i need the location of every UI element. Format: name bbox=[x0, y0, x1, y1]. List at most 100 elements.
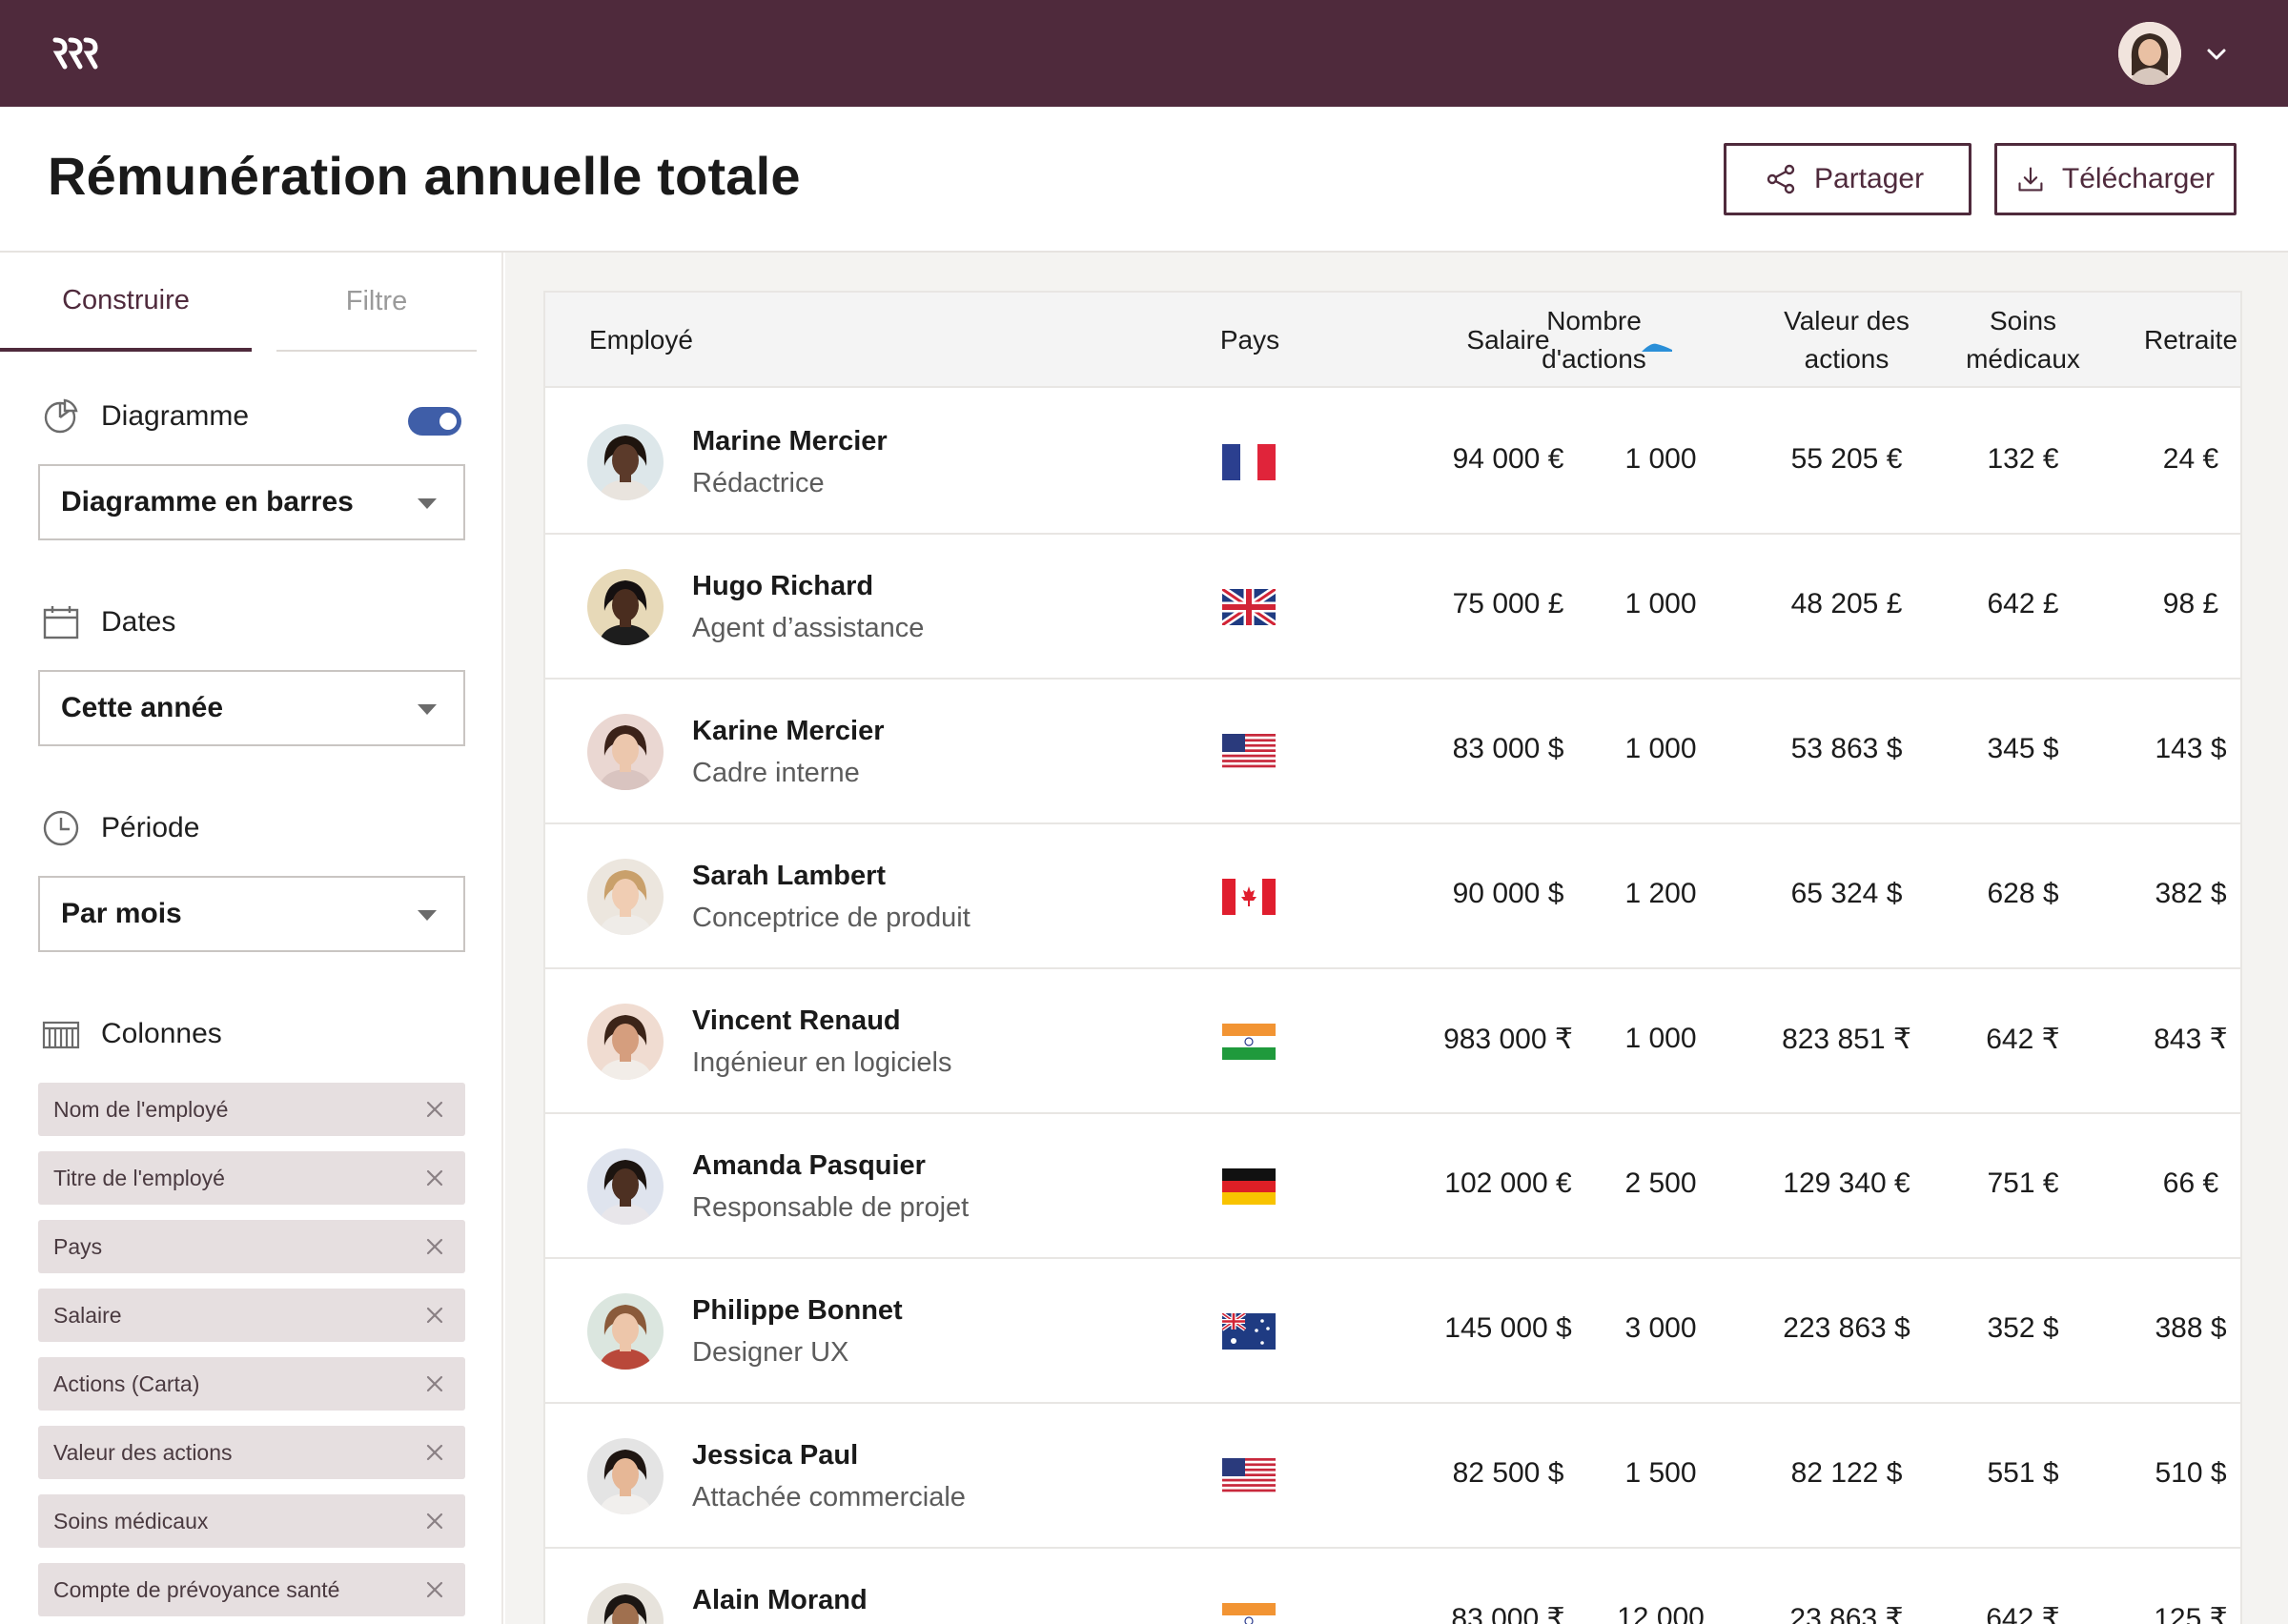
chart-toggle[interactable] bbox=[408, 407, 461, 436]
close-icon[interactable] bbox=[423, 1372, 446, 1395]
caret-down-icon bbox=[418, 704, 437, 715]
employee-name[interactable]: Amanda Pasquier bbox=[692, 1150, 926, 1181]
chevron-down-icon[interactable] bbox=[2204, 42, 2229, 67]
download-button[interactable]: Télécharger bbox=[1994, 143, 2237, 215]
dates-section-label: Dates bbox=[101, 606, 176, 638]
column-header-shares[interactable]: Nombre d'actions bbox=[1499, 293, 1689, 388]
table-header: Employé Pays Salaire Nombre d'actions Va… bbox=[545, 293, 2240, 388]
share-icon bbox=[1767, 164, 1795, 194]
column-header-stock-value[interactable]: Valeur des actions bbox=[1737, 293, 1956, 388]
column-header-medical-line1: Soins bbox=[1989, 306, 2057, 335]
chart-type-select[interactable]: Diagramme en barres bbox=[38, 464, 465, 540]
column-header-medical[interactable]: Soins médicaux bbox=[1928, 293, 2118, 388]
employee-title: Designer UX bbox=[692, 1337, 849, 1368]
stock-value-cell: 129 340 € bbox=[1783, 1167, 1910, 1199]
employee-name[interactable]: Philippe Bonnet bbox=[692, 1295, 903, 1326]
close-icon[interactable] bbox=[423, 1510, 446, 1533]
employee-name[interactable]: Karine Mercier bbox=[692, 716, 885, 746]
table-row[interactable]: Jessica Paul Attachée commerciale 82 500 $… bbox=[545, 1404, 2240, 1549]
close-icon[interactable] bbox=[423, 1235, 446, 1258]
medical-cell: 352 $ bbox=[1987, 1312, 2059, 1344]
pie-chart-icon bbox=[44, 398, 78, 434]
column-chip-label: Valeur des actions bbox=[53, 1439, 233, 1465]
close-icon[interactable] bbox=[423, 1167, 446, 1189]
table-row[interactable]: Marine Mercier Rédactrice 94 000 € 1 000 55 … bbox=[545, 390, 2240, 535]
calendar-icon bbox=[43, 606, 79, 639]
stock-value-cell: 23 863 ₹ bbox=[1789, 1603, 1904, 1624]
column-chip-label: Actions (Carta) bbox=[53, 1370, 200, 1396]
shares-cell: 1 500 bbox=[1624, 1457, 1697, 1489]
download-icon bbox=[2018, 167, 2043, 192]
retirement-cell: 843 ₹ bbox=[2154, 1024, 2228, 1055]
shares-cell: 1 000 bbox=[1624, 588, 1697, 619]
column-chip[interactable]: Actions (Carta) bbox=[38, 1357, 465, 1411]
retirement-cell: 98 £ bbox=[2162, 588, 2219, 619]
employee-name[interactable]: Alain Morand bbox=[692, 1585, 868, 1615]
uk-flag-icon bbox=[1222, 589, 1276, 625]
close-icon[interactable] bbox=[423, 1441, 446, 1464]
table-row[interactable]: Amanda Pasquier Responsable de projet 102 … bbox=[545, 1114, 2240, 1259]
retirement-cell: 143 $ bbox=[2155, 733, 2227, 764]
column-chip[interactable]: Compte de prévoyance santé bbox=[38, 1563, 465, 1616]
salary-cell: 75 000 £ bbox=[1452, 588, 1564, 619]
shares-cell: 3 000 bbox=[1624, 1312, 1697, 1344]
employee-name[interactable]: Marine Mercier bbox=[692, 426, 888, 457]
share-button[interactable]: Partager bbox=[1724, 143, 1971, 215]
column-header-retirement[interactable]: Retraite bbox=[2143, 325, 2238, 355]
medical-cell: 345 $ bbox=[1987, 733, 2059, 764]
india-flag-icon bbox=[1222, 1024, 1276, 1060]
employee-avatar bbox=[587, 714, 664, 790]
column-chip[interactable]: Valeur des actions bbox=[38, 1426, 465, 1479]
column-chip-label: Pays bbox=[53, 1233, 103, 1259]
dates-select[interactable]: Cette année bbox=[38, 670, 465, 746]
employee-name[interactable]: Jessica Paul bbox=[692, 1440, 859, 1471]
column-header-shares-line1: Nombre bbox=[1546, 306, 1642, 335]
sidebar-tabs: Construire Filtre bbox=[0, 253, 503, 352]
column-header-employee[interactable]: Employé bbox=[589, 325, 693, 355]
dates-value: Cette année bbox=[61, 692, 224, 723]
table-row[interactable]: Vincent Renaud Ingénieur en logiciels 983 … bbox=[545, 969, 2240, 1114]
salary-cell: 983 000 ₹ bbox=[1443, 1024, 1573, 1055]
column-chip[interactable]: Titre de l'employé bbox=[38, 1151, 465, 1205]
usa-flag-icon bbox=[1222, 1458, 1276, 1494]
caret-down-icon bbox=[418, 910, 437, 921]
column-chip-label: Soins médicaux bbox=[53, 1508, 209, 1533]
column-header-value-line1: Valeur des bbox=[1784, 306, 1910, 335]
compensation-table: Employé Pays Salaire Nombre d'actions Va… bbox=[543, 291, 2242, 1624]
australia-flag-icon bbox=[1222, 1313, 1276, 1350]
column-chip[interactable]: Pays bbox=[38, 1220, 465, 1273]
table-row[interactable]: Sarah Lambert Conceptrice de produit 90 00… bbox=[545, 824, 2240, 969]
company-logo-icon[interactable] bbox=[51, 34, 101, 72]
sort-indicator-icon[interactable] bbox=[1640, 342, 1674, 354]
table-row[interactable]: Hugo Richard Agent d’assistance 75 000 £ 1 … bbox=[545, 535, 2240, 680]
column-chip[interactable]: Salaire bbox=[38, 1289, 465, 1342]
tab-build[interactable]: Construire bbox=[0, 253, 252, 352]
employee-title: Responsable de projet bbox=[692, 1192, 970, 1223]
india-flag-icon bbox=[1222, 1603, 1276, 1624]
user-avatar[interactable] bbox=[2118, 22, 2181, 85]
column-header-country[interactable]: Pays bbox=[1219, 325, 1280, 355]
france-flag-icon bbox=[1222, 444, 1276, 480]
period-select[interactable]: Par mois bbox=[38, 876, 465, 952]
employee-title: Cadre interne bbox=[692, 758, 860, 788]
column-header-salary[interactable]: Salaire bbox=[1466, 325, 1550, 355]
employee-name[interactable]: Hugo Richard bbox=[692, 571, 874, 601]
table-row[interactable]: Karine Mercier Cadre interne 83 000 $ 1 000… bbox=[545, 680, 2240, 824]
table-row[interactable]: Alain Morand 83 000 ₹ 12 000 23 863 ₹ 642 ₹ 1… bbox=[545, 1549, 2240, 1624]
column-chip[interactable]: Soins médicaux bbox=[38, 1494, 465, 1548]
share-label: Partager bbox=[1814, 163, 1925, 194]
employee-name[interactable]: Vincent Renaud bbox=[692, 1005, 901, 1036]
close-icon[interactable] bbox=[423, 1578, 446, 1601]
column-header-shares-line2: d'actions bbox=[1542, 344, 1646, 374]
column-header-medical-line2: médicaux bbox=[1966, 344, 2080, 374]
close-icon[interactable] bbox=[423, 1304, 446, 1327]
salary-cell: 145 000 $ bbox=[1444, 1312, 1572, 1344]
table-row[interactable]: Philippe Bonnet Designer UX 145 000 $ 3 000… bbox=[545, 1259, 2240, 1404]
close-icon[interactable] bbox=[423, 1098, 446, 1121]
employee-title: Ingénieur en logiciels bbox=[692, 1047, 952, 1078]
shares-cell: 1 200 bbox=[1624, 878, 1697, 909]
column-chip[interactable]: Nom de l'employé bbox=[38, 1083, 465, 1136]
employee-name[interactable]: Sarah Lambert bbox=[692, 861, 887, 891]
employee-title: Conceptrice de produit bbox=[692, 903, 970, 933]
tab-filter[interactable]: Filtre bbox=[276, 253, 477, 352]
